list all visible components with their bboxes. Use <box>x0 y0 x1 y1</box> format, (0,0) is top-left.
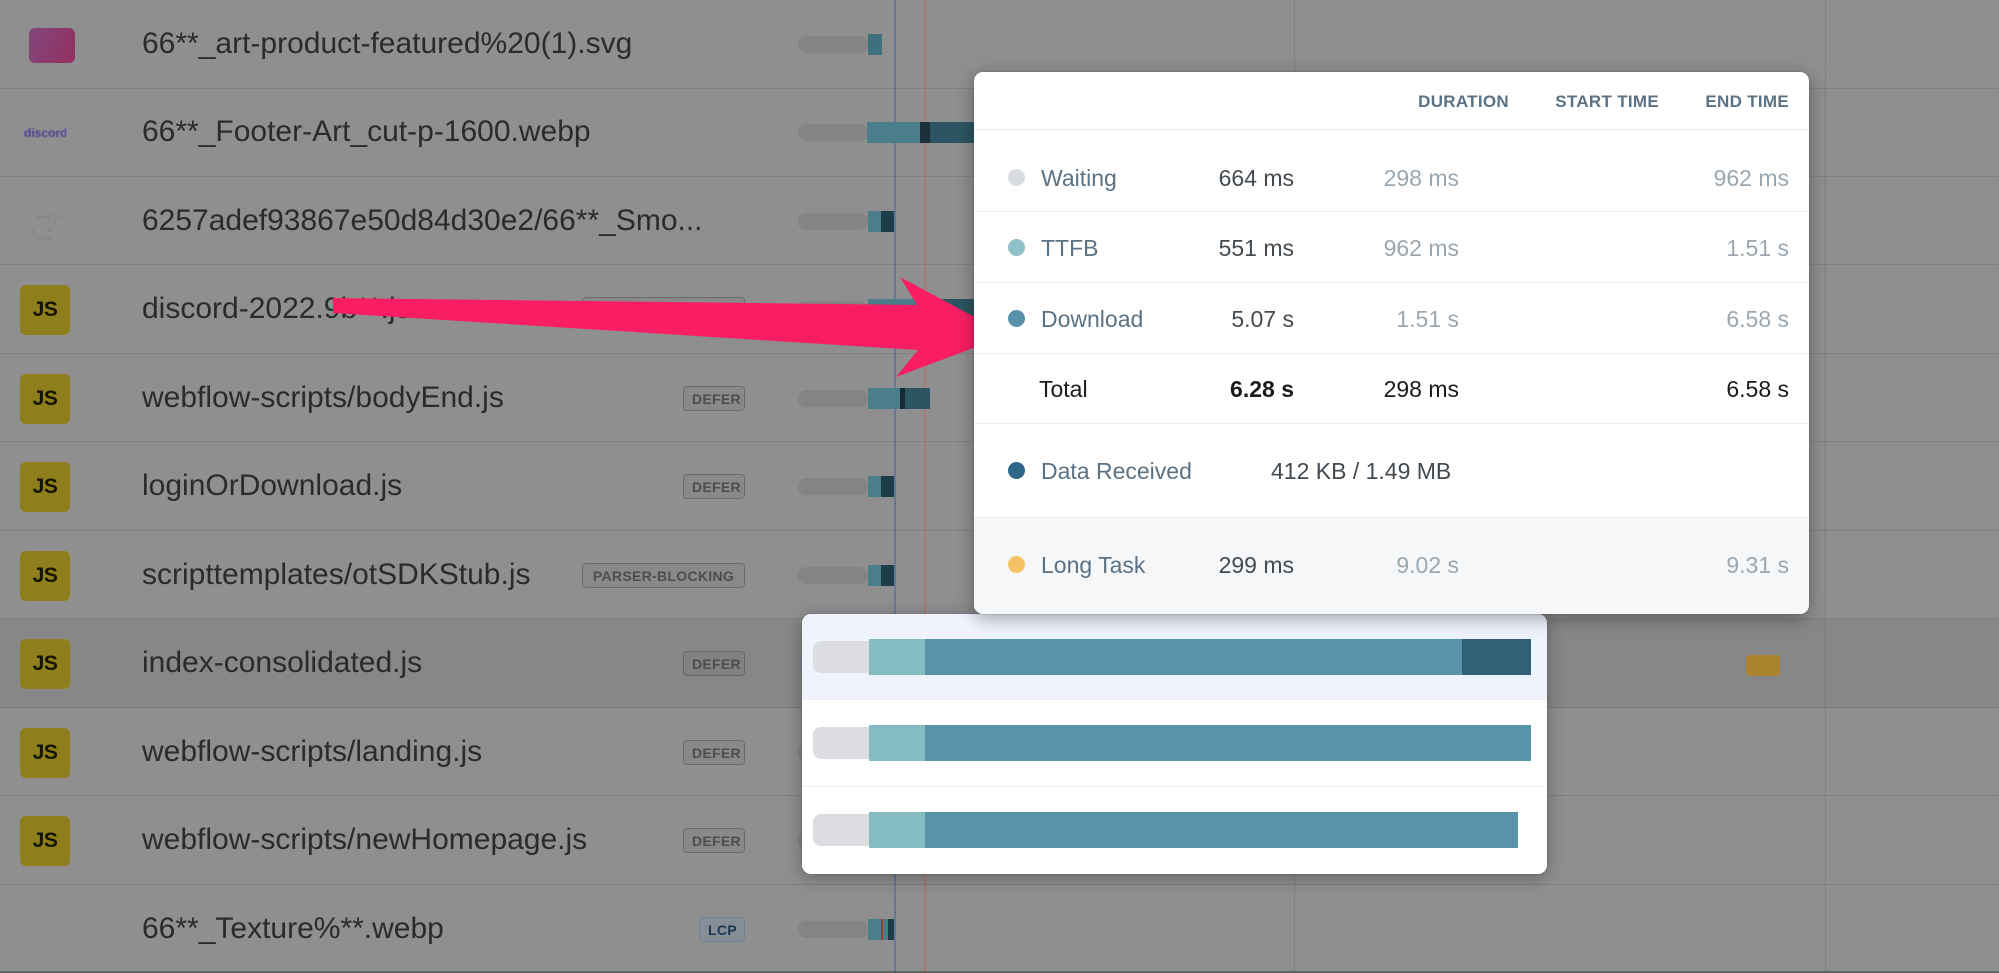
svg-text:discord: discord <box>24 126 66 140</box>
